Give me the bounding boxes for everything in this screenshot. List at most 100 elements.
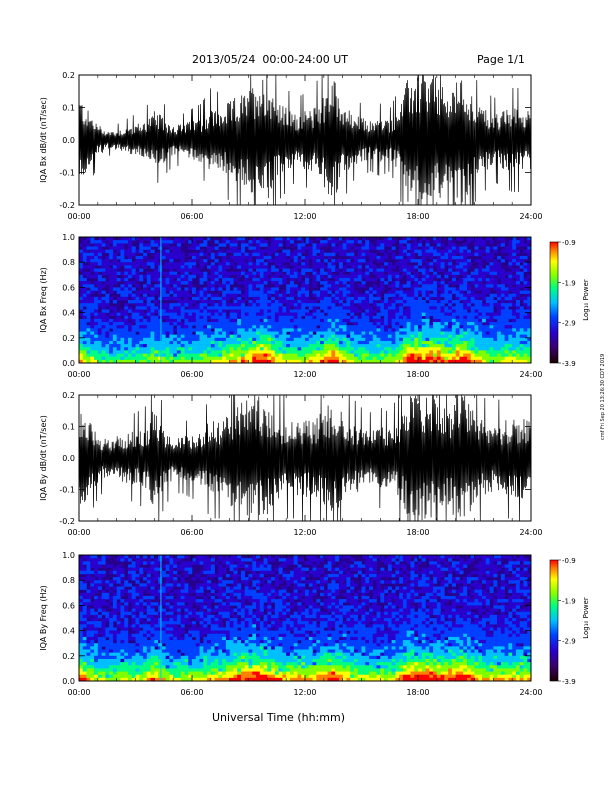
spectrogram-cell <box>301 318 306 323</box>
spectrogram-cell <box>399 306 404 310</box>
spectrogram-cell <box>109 668 114 672</box>
spectrogram-cell <box>365 265 370 269</box>
spectrogram-cell <box>466 353 472 357</box>
spectrogram-cell <box>455 296 460 301</box>
spectrogram-cell <box>267 277 272 282</box>
spectrogram-cell <box>406 318 411 323</box>
spectrogram-cell <box>222 259 227 263</box>
spectrogram-cell <box>169 309 174 313</box>
spectrogram-cell <box>263 312 268 317</box>
spectrogram-cell <box>497 274 502 279</box>
spectrogram-cell <box>82 630 87 635</box>
spectrogram-cell <box>143 356 148 361</box>
spectrogram-cell <box>105 592 110 597</box>
spectrogram-cell <box>139 570 144 575</box>
spectrogram-cell <box>173 287 178 291</box>
spectrogram-cell <box>410 265 415 269</box>
spectrogram-cell <box>350 252 355 257</box>
spectrogram-cell <box>86 274 91 279</box>
spectrogram-cell <box>387 312 392 317</box>
spectrogram-cell <box>146 652 151 657</box>
spectrogram-cell <box>369 322 374 326</box>
spectrogram-cell <box>116 655 121 660</box>
spectrogram-cell <box>421 340 426 345</box>
spectrogram-cell <box>259 318 264 323</box>
spectrogram-cell <box>470 237 475 241</box>
spectrogram-cell <box>376 290 381 294</box>
spectrogram-cell <box>127 570 133 575</box>
spectrogram-cell <box>504 296 509 301</box>
spectrogram-cell <box>135 359 140 364</box>
spectrogram-cell <box>154 668 159 672</box>
spectrogram-cell <box>116 621 121 625</box>
spectrogram-cell <box>440 318 445 323</box>
spectrogram-cell <box>440 268 445 272</box>
spectrogram-cell <box>478 344 483 348</box>
spectrogram-cell <box>455 340 460 345</box>
spectrogram-cell <box>120 586 125 590</box>
spectrogram-cell <box>161 636 166 641</box>
spectrogram-cell <box>135 271 140 276</box>
y-axis-label-1: IQA Bx Freq (Hz) <box>39 267 48 333</box>
spectrogram-cell <box>127 353 133 357</box>
spectrogram-cell <box>146 573 151 578</box>
spectrogram-cell <box>139 602 144 606</box>
spectrogram-cell <box>210 315 215 320</box>
spectrogram-cell <box>248 243 253 247</box>
spectrogram-cell <box>399 274 404 279</box>
spectrogram-cell <box>218 303 223 307</box>
spectrogram-cell <box>180 344 185 348</box>
spectrogram-cell <box>361 284 366 288</box>
spectrogram-cell <box>440 290 445 294</box>
spectrogram-cell <box>335 246 340 250</box>
spectrogram-cell <box>79 344 84 348</box>
spectrogram-cell <box>519 240 524 244</box>
spectrogram-cell <box>369 246 374 250</box>
spectrogram-cell <box>248 287 253 291</box>
spectrogram-cell <box>274 300 279 304</box>
spectrogram-cell <box>376 328 381 332</box>
spectrogram-cell <box>515 334 520 339</box>
spectrogram-cell <box>433 249 438 254</box>
spectrogram-cell <box>478 249 483 254</box>
spectrogram-cell <box>482 284 487 288</box>
spectrogram-cell <box>116 580 121 584</box>
spectrogram-cell <box>301 325 306 329</box>
spectrogram-cell <box>94 586 99 590</box>
spectrogram-cell <box>101 331 106 335</box>
spectrogram-cell <box>286 315 291 320</box>
spectrogram-cell <box>297 249 302 254</box>
spectrogram-cell <box>124 274 129 279</box>
spectrogram-cell <box>489 255 494 260</box>
spectrogram-cell <box>399 312 404 317</box>
spectrogram-cell <box>131 287 136 291</box>
spectrogram-cell <box>146 561 151 565</box>
spectrogram-cell <box>410 334 415 339</box>
spectrogram-cell <box>127 359 133 364</box>
spectrogram-cell <box>286 287 291 291</box>
spectrogram-cell <box>82 312 87 317</box>
spectrogram-cell <box>233 277 238 282</box>
spectrogram-cell <box>109 271 114 276</box>
spectrogram-cell <box>308 315 313 320</box>
spectrogram-cell <box>372 331 377 335</box>
spectrogram-cell <box>165 567 170 572</box>
spectrogram-cell <box>240 237 246 241</box>
spectrogram-cell <box>466 344 472 348</box>
spectrogram-cell <box>143 255 148 260</box>
spectrogram-cell <box>470 296 475 301</box>
spectrogram-cell <box>293 249 298 254</box>
spectrogram-cell <box>353 328 359 332</box>
spectrogram-cell <box>161 589 166 594</box>
spectrogram-cell <box>425 350 430 354</box>
spectrogram-cell <box>305 290 310 294</box>
spectrogram-cell <box>504 315 509 320</box>
spectrogram-cell <box>504 331 509 335</box>
spectrogram-cell <box>97 646 102 650</box>
spectrogram-cell <box>158 602 163 606</box>
spectrogram-cell <box>489 237 494 241</box>
spectrogram-cell <box>312 252 317 257</box>
spectrogram-cell <box>79 325 84 329</box>
spectrogram-cell <box>161 592 166 597</box>
spectrogram-cell <box>327 344 332 348</box>
